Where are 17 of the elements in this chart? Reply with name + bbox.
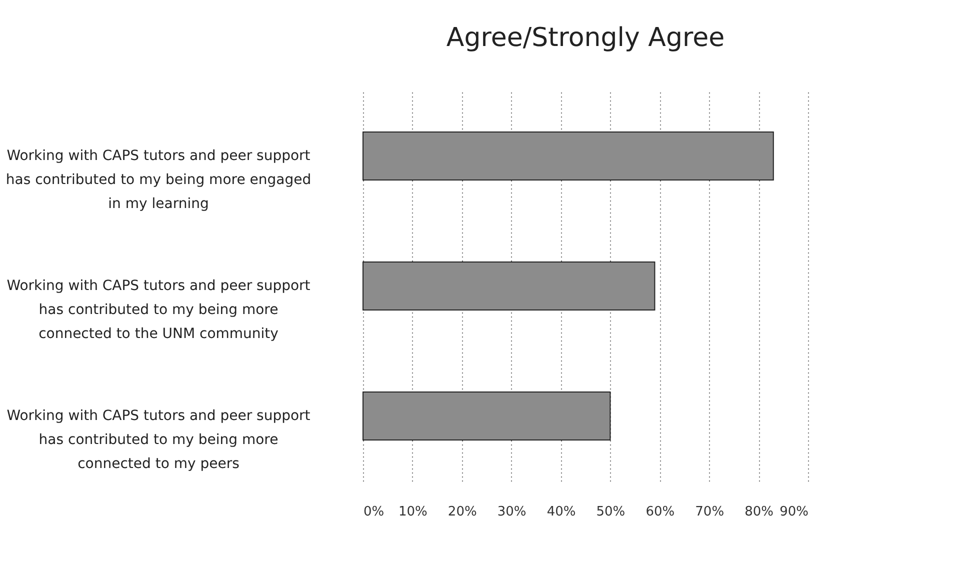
x-tick-label: 80% bbox=[744, 504, 774, 520]
x-tick-label: 50% bbox=[596, 504, 626, 520]
bar bbox=[362, 262, 656, 310]
y-tick-label: Working with CAPS tutors and peer support has contributed to my being more engaged in my learning bbox=[6, 148, 312, 212]
x-tick-label: 0% bbox=[364, 504, 384, 520]
x-tick-label: 20% bbox=[448, 504, 477, 520]
x-tick-label: 40% bbox=[546, 504, 576, 520]
x-tick-label: 60% bbox=[646, 504, 675, 520]
x-tick-label: 10% bbox=[398, 504, 428, 520]
x-tick-label: 90% bbox=[780, 504, 808, 520]
x-tick-label: 30% bbox=[497, 504, 526, 520]
y-tick-label: Working with CAPS tutors and peer support has contributed to my being more connected to the UNM community bbox=[6, 278, 311, 342]
chart-title: Agree/Strongly Agree bbox=[446, 23, 725, 53]
x-tick-label: 70% bbox=[695, 504, 724, 520]
bar bbox=[362, 132, 774, 180]
bar bbox=[362, 392, 611, 440]
y-tick-label: Working with CAPS tutors and peer support has contributed to my being more connected to my peers bbox=[6, 408, 311, 472]
